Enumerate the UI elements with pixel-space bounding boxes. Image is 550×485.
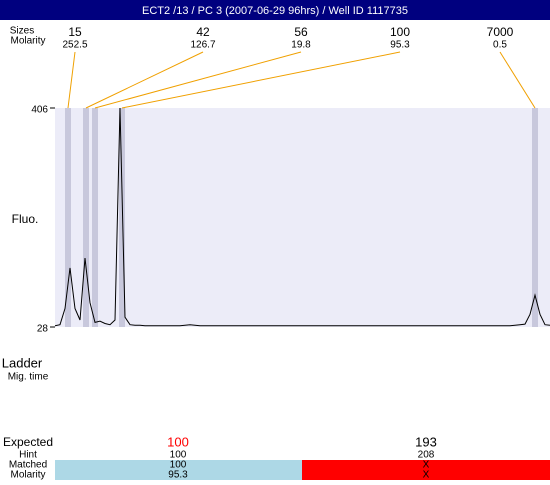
title-bar (0, 0, 550, 20)
peak-molarity: 126.7 (190, 40, 215, 51)
peak-band (92, 108, 98, 327)
table-row-label: Molarity (10, 470, 45, 480)
plot-area (55, 108, 550, 327)
leader-line (94, 51, 302, 109)
ladder-label: Ladder (2, 355, 43, 370)
peak-size: 42 (196, 25, 210, 39)
trace (54, 107, 550, 327)
y-tick-label: 28 (37, 324, 49, 335)
match-cell (55, 460, 302, 480)
table-cell: 100 (167, 434, 189, 449)
peak-size: 56 (294, 25, 308, 39)
table-cell: 100 (170, 450, 187, 461)
chart-title: ECT2 /13 / PC 3 (2007-06-29 96hrs) / Wel… (142, 5, 408, 17)
y-axis-label: Fluo. (12, 212, 39, 226)
leader-line (67, 51, 76, 109)
table-cell: 100 (170, 460, 187, 471)
match-cell (302, 460, 550, 480)
row-label: Molarity (10, 36, 45, 47)
peak-molarity: 252.5 (62, 40, 87, 51)
peak-size: 15 (68, 25, 82, 39)
peak-band (532, 108, 538, 327)
peak-band (65, 108, 71, 327)
table-row-label: Hint (19, 450, 37, 461)
peak-size: 7000 (487, 25, 514, 39)
peak-molarity: 95.3 (390, 40, 410, 51)
table-cell: 95.3 (168, 470, 188, 480)
table-cell: 193 (415, 434, 437, 449)
peak-size: 100 (390, 25, 410, 39)
peak-molarity: 0.5 (493, 40, 507, 51)
leader-line (499, 51, 536, 109)
peak-molarity: 19.8 (291, 40, 311, 51)
ladder-label: Mig. time (8, 372, 49, 383)
table-row-label: Expected (3, 435, 53, 449)
table-row-label: Matched (9, 460, 47, 471)
peak-band (119, 108, 125, 327)
leader-line (121, 51, 401, 109)
table-cell: X (423, 470, 430, 480)
y-tick-label: 406 (31, 105, 48, 116)
row-label: Sizes (10, 26, 34, 37)
table-cell: X (423, 460, 430, 471)
peak-band (83, 108, 89, 327)
leader-line (85, 51, 204, 109)
table-cell: 208 (418, 450, 435, 461)
